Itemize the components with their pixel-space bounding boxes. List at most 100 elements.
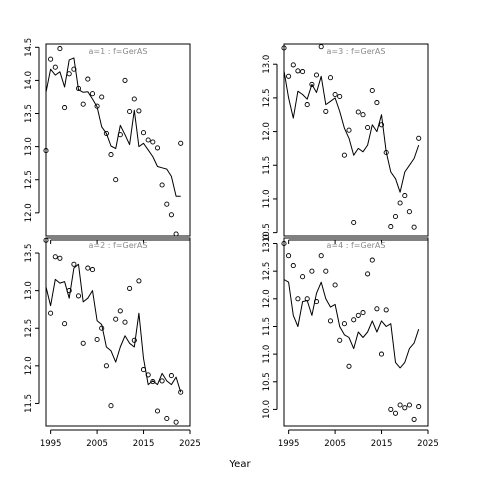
data-point [145, 372, 151, 378]
data-point [117, 308, 123, 314]
x-tick-label: 1995 [278, 439, 300, 449]
data-point [374, 100, 380, 106]
data-point [281, 45, 287, 51]
y-tick-label: 11.5 [24, 394, 34, 413]
data-point [383, 149, 389, 156]
data-point [309, 268, 315, 274]
data-point [43, 148, 49, 154]
y-tick-label: 14.5 [24, 38, 34, 57]
data-point [323, 268, 329, 274]
data-point [52, 254, 58, 260]
data-point [290, 62, 296, 68]
data-point [332, 282, 338, 288]
y-tick-label: 10.0 [262, 400, 272, 419]
data-point [392, 410, 399, 416]
data-point [80, 101, 86, 107]
data-point [318, 44, 324, 50]
series-line [283, 70, 420, 193]
x-axis-label: Year [228, 459, 251, 470]
data-point [327, 75, 334, 81]
data-point [52, 64, 58, 70]
data-point [313, 72, 320, 78]
series-line [45, 57, 181, 197]
data-point [351, 317, 357, 323]
data-point [127, 285, 133, 291]
data-point [75, 85, 82, 91]
data-point [150, 139, 156, 145]
data-point [388, 224, 394, 230]
data-point [89, 91, 96, 97]
data-point [411, 224, 417, 230]
data-point [295, 296, 301, 302]
data-point [411, 416, 417, 422]
panel-title: a=2 : f=GerAS [89, 241, 148, 250]
data-point [295, 68, 301, 74]
data-point [383, 307, 389, 313]
panel-title: a=1 : f=GerAS [89, 47, 148, 56]
y-tick-label: 14.0 [24, 71, 34, 90]
data-point [300, 69, 306, 75]
data-point [113, 177, 119, 183]
panel-title: a=3 : f=GerAS [327, 47, 386, 56]
data-point [122, 77, 128, 83]
y-tick-label: 11.5 [262, 317, 272, 336]
data-point [304, 102, 310, 108]
data-point [94, 103, 100, 109]
data-point [346, 127, 352, 133]
data-point [108, 152, 114, 158]
data-point [360, 310, 366, 316]
data-point [406, 402, 412, 408]
y-tick-label: 13.0 [262, 234, 272, 253]
data-point [341, 321, 347, 327]
data-point [313, 299, 320, 305]
data-point [360, 112, 366, 118]
data-point [62, 105, 68, 111]
y-tick-label: 12.5 [24, 170, 34, 189]
x-tick-label: 2005 [86, 439, 108, 449]
data-point [62, 321, 68, 327]
data-point [355, 312, 361, 318]
data-point [369, 257, 375, 263]
y-tick-label: 10.5 [262, 372, 272, 391]
y-tick-label: 13.5 [24, 104, 34, 123]
data-point [164, 201, 170, 207]
y-tick-label: 13.5 [24, 244, 34, 263]
data-point [127, 108, 133, 115]
data-point [122, 319, 128, 325]
data-point [94, 336, 100, 343]
plot-frame [283, 237, 429, 427]
data-point [131, 96, 137, 102]
data-point [178, 140, 184, 146]
data-point [337, 337, 343, 343]
y-tick-label: 12.5 [262, 262, 272, 281]
y-tick-label: 11.5 [262, 156, 272, 175]
data-point [286, 253, 292, 259]
data-point [159, 182, 165, 188]
y-tick-label: 12.0 [24, 356, 34, 375]
data-point [369, 87, 375, 94]
panel-title: a=4 : f=GerAS [327, 241, 386, 250]
data-point [99, 94, 105, 100]
data-point [154, 408, 161, 414]
y-tick-label: 12.0 [24, 203, 34, 222]
data-point [113, 316, 119, 322]
x-tick-label: 2015 [133, 439, 155, 449]
data-point [75, 293, 82, 299]
data-point [168, 373, 174, 379]
x-tick-label: 2025 [179, 439, 201, 449]
data-point [150, 379, 156, 385]
data-point [71, 66, 77, 72]
data-point [281, 240, 287, 247]
y-tick-label: 13.0 [24, 281, 34, 300]
data-point [397, 402, 403, 408]
data-point [378, 351, 385, 357]
data-point [327, 318, 334, 324]
data-point [365, 124, 371, 131]
data-point [48, 56, 54, 62]
data-point [99, 325, 105, 331]
data-point [332, 91, 338, 98]
chart-panel-4: a=4 : f=GerAS 10.0 10.5 11.0 11.5 12.0 12.5 13.… [262, 234, 439, 449]
y-tick-label: 12.5 [262, 88, 272, 107]
data-point [168, 212, 174, 218]
x-tick-label: 2015 [371, 439, 393, 449]
